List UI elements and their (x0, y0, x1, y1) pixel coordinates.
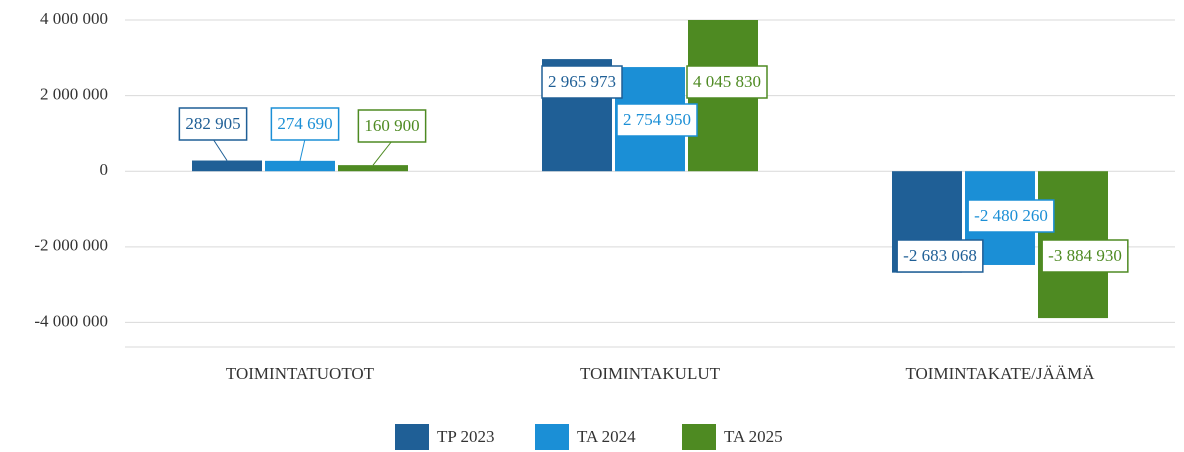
label-box (896, 239, 984, 273)
label-box (270, 107, 340, 141)
bar (192, 160, 262, 172)
data-label: 2 965 973 (548, 72, 616, 91)
bar (338, 165, 408, 172)
x-tick-label: TOIMINTATUOTOT (226, 364, 375, 383)
data-label: 274 690 (277, 114, 332, 133)
label-box (357, 109, 427, 143)
data-label: -2 480 260 (974, 206, 1048, 225)
x-tick-label: TOIMINTAKULUT (580, 364, 721, 383)
leader-line (372, 140, 393, 166)
label-box (616, 103, 698, 137)
y-tick-label: 2 000 000 (40, 85, 108, 104)
label-box (541, 65, 623, 99)
label-box (967, 199, 1055, 233)
label-box (686, 65, 768, 99)
leader-line (299, 138, 306, 161)
legend-swatch (682, 424, 716, 450)
label-box (178, 107, 248, 141)
data-label: -3 884 930 (1048, 246, 1122, 265)
x-tick-label: TOIMINTAKATE/JÄÄMÄ (905, 364, 1095, 383)
data-label: 2 754 950 (623, 110, 691, 129)
legend-swatch (395, 424, 429, 450)
data-label: -2 683 068 (903, 246, 977, 265)
y-tick-label: 4 000 000 (40, 9, 108, 28)
y-tick-label: -2 000 000 (34, 236, 108, 255)
y-tick-label: -4 000 000 (34, 311, 108, 330)
legend-label: TA 2025 (724, 427, 783, 446)
label-box (1041, 239, 1129, 273)
legend-label: TP 2023 (437, 427, 494, 446)
bars (192, 20, 1108, 319)
legend-label: TA 2024 (577, 427, 636, 446)
bar (265, 160, 335, 172)
y-tick-label: 0 (100, 160, 109, 179)
legend-swatch (535, 424, 569, 450)
data-label: 4 045 830 (693, 72, 761, 91)
data-label: 282 905 (185, 114, 240, 133)
leader-line (212, 138, 228, 161)
data-label: 160 900 (364, 116, 419, 135)
